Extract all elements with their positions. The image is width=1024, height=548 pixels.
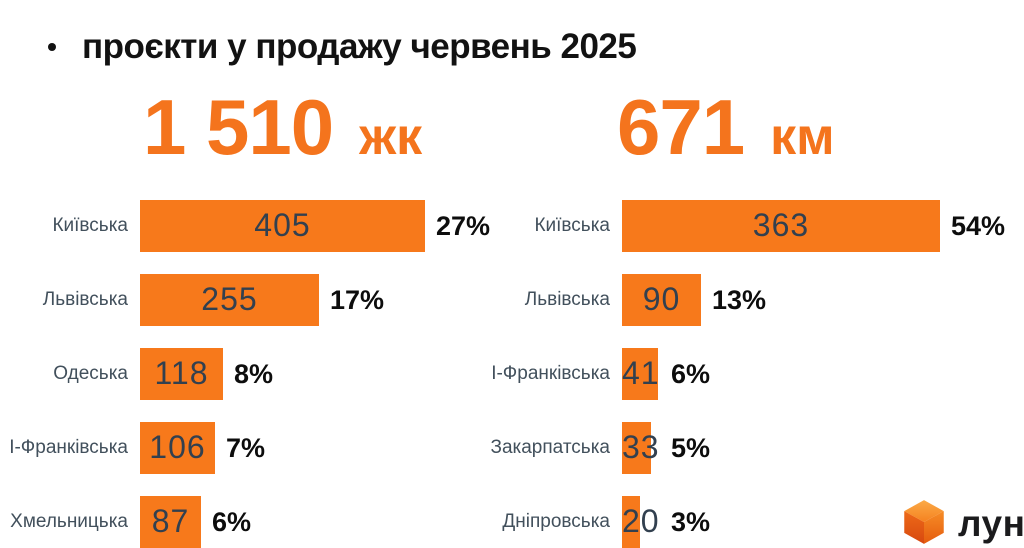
- headline-right-unit: км: [770, 108, 835, 166]
- bar-value: 20: [622, 502, 660, 539]
- percent-label: 7%: [226, 432, 266, 463]
- bar: [140, 348, 223, 400]
- bar-value: 363: [752, 206, 810, 243]
- region-label: Львівська: [524, 289, 610, 310]
- bar: [140, 496, 201, 548]
- logo-text: лун: [958, 502, 1024, 544]
- bar-value: 255: [201, 280, 258, 317]
- chart-row: Львівська 255 17%: [0, 274, 512, 326]
- percent-label: 17%: [330, 284, 385, 315]
- bar: [140, 422, 215, 474]
- bar: [622, 274, 701, 326]
- percent-label: 3%: [671, 506, 711, 537]
- bar-value: 90: [642, 280, 681, 317]
- percent-label: 5%: [671, 432, 711, 463]
- bar-wrap: 33: [622, 422, 660, 474]
- headline-right-value: 671: [617, 83, 745, 171]
- percent-label: 6%: [212, 506, 252, 537]
- headline-left: 1 510 жк: [143, 88, 422, 166]
- region-label: І-Франківська: [9, 437, 128, 458]
- bar-value: 106: [149, 428, 206, 465]
- chart-row: Закарпатська 33 5%: [482, 422, 994, 474]
- percent-label: 6%: [671, 358, 711, 389]
- chart-row: Київська 405 27%: [0, 200, 512, 252]
- bar-value: 41: [622, 354, 660, 391]
- bar-wrap: 20: [622, 496, 660, 548]
- bar: [140, 200, 425, 252]
- region-label: І-Франківська: [491, 363, 610, 384]
- chart-row: Хмельницька 87 6%: [0, 496, 512, 548]
- percent-label: 8%: [234, 358, 274, 389]
- region-label: Одеська: [53, 363, 128, 384]
- region-label: Закарпатська: [490, 437, 610, 458]
- headline-left-unit: жк: [359, 108, 423, 166]
- bar-chart-projects: Київська 405 27% Львівська 255 17% Одеська 118 8…: [0, 200, 512, 548]
- lun-logo: лун: [903, 499, 1024, 545]
- bar-chart-km: Київська 363 54% Львівська 90 13% І-Франківськ…: [482, 200, 1005, 548]
- bar-wrap: 41: [622, 348, 660, 400]
- bar-wrap: 405: [140, 200, 425, 252]
- percent-label: 13%: [712, 284, 767, 315]
- bar-wrap: 118: [140, 348, 223, 400]
- region-label: Київська: [52, 215, 128, 236]
- region-label: Київська: [534, 215, 610, 236]
- chart-row: Київська 363 54%: [482, 200, 1005, 252]
- percent-label: 27%: [436, 210, 491, 241]
- region-label: Львівська: [42, 289, 128, 310]
- bullet-icon: [48, 43, 56, 51]
- headline-left-value: 1 510: [143, 83, 334, 171]
- bar: [622, 200, 940, 252]
- chart-row: Дніпровська 20 3%: [482, 496, 994, 548]
- page-title: проєкти у продажу червень 2025: [82, 27, 637, 66]
- bar-value: 118: [154, 354, 209, 391]
- chart-row: І-Франківська 41 6%: [482, 348, 994, 400]
- bar-wrap: 90: [622, 274, 701, 326]
- slide-title-row: проєкти у продажу червень 2025: [48, 26, 637, 68]
- headline-right: 671 км: [617, 88, 835, 166]
- bar-wrap: 87: [140, 496, 201, 548]
- bar-wrap: 363: [622, 200, 940, 252]
- bar: [622, 496, 640, 548]
- bar-wrap: 255: [140, 274, 319, 326]
- cube-icon: [904, 500, 944, 544]
- chart-row: І-Франківська 106 7%: [0, 422, 512, 474]
- bar-wrap: 106: [140, 422, 215, 474]
- chart-row: Львівська 90 13%: [482, 274, 994, 326]
- region-label: Хмельницька: [10, 511, 128, 532]
- chart-row: Одеська 118 8%: [0, 348, 512, 400]
- bar-value: 33: [622, 428, 660, 465]
- bar: [140, 274, 319, 326]
- bar-value: 405: [254, 206, 311, 243]
- bar-value: 87: [151, 502, 190, 539]
- region-label: Дніпровська: [502, 511, 610, 532]
- bar: [622, 348, 658, 400]
- bar: [622, 422, 651, 474]
- percent-label: 54%: [951, 210, 1006, 241]
